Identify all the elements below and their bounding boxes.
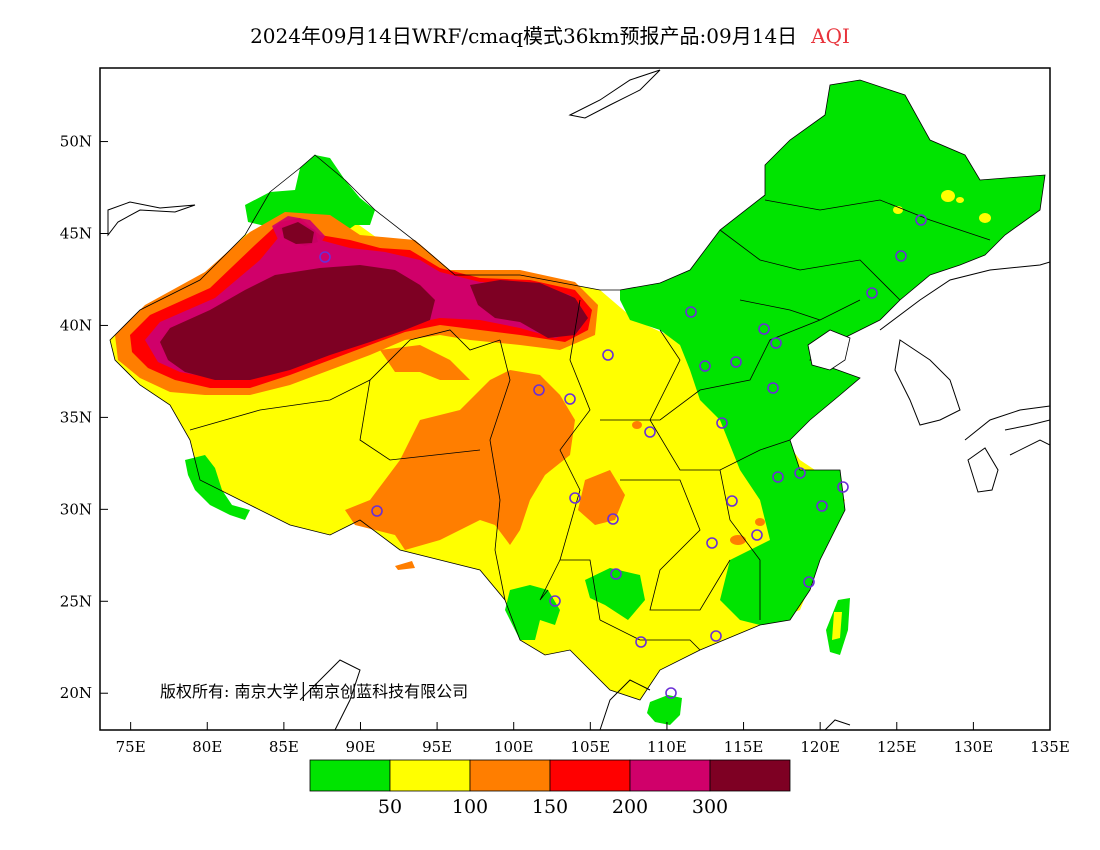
province-borders [109, 79, 1046, 701]
y-tick-label: 25N [60, 592, 92, 610]
station-marker [569, 492, 581, 504]
legend-swatch [549, 759, 631, 792]
aqi-region-good-xinjiang-north [245, 155, 375, 236]
x-tick-label: 90E [345, 738, 375, 756]
aqi-region-good-yunnan [505, 585, 560, 640]
x-tick-label: 115E [724, 738, 764, 756]
x-tick-label: 75E [116, 738, 146, 756]
station-marker [716, 417, 728, 429]
x-tick-label: 95E [422, 738, 452, 756]
x-tick-label: 110E [647, 738, 687, 756]
station-marker [895, 250, 907, 262]
station-marker [758, 323, 770, 335]
aqi-region-usg-sichuan [578, 470, 625, 525]
legend-threshold-label: 100 [452, 796, 488, 818]
station-marker [699, 360, 711, 372]
map-title: 2024年09月14日WRF/cmaq模式36km预报产品:09月14日 AQI [0, 20, 1100, 49]
aqi-region-good-southwest [585, 568, 645, 620]
copyright-text: 版权所有: 南京大学│南京创蓝科技有限公司 [160, 681, 468, 701]
x-tick-label: 105E [571, 738, 611, 756]
aqi-region-hazardous-tarim [160, 265, 435, 380]
station-marker [635, 636, 647, 648]
station-marker [371, 505, 383, 517]
station-marker [866, 287, 878, 299]
station-marker [767, 382, 779, 394]
x-tick-label: 85E [269, 738, 299, 756]
station-marker [610, 568, 622, 580]
station-marker [549, 595, 561, 607]
x-tick-label: 120E [800, 738, 840, 756]
aqi-region-hazardous-alxa [470, 280, 588, 338]
station-marker [706, 537, 718, 549]
station-marker [816, 500, 828, 512]
bohai-sea [807, 329, 851, 371]
legend-swatch [709, 759, 791, 792]
y-tick-label: 20N [60, 684, 92, 702]
aqi-region-hazardous-junggar-core [282, 222, 314, 244]
station-marker [751, 529, 763, 541]
aqi-spot-moderate [941, 190, 955, 202]
legend-swatch [629, 759, 711, 792]
x-tick-label: 135E [1030, 738, 1070, 756]
station-marker [730, 356, 742, 368]
station-marker [915, 214, 927, 226]
legend-threshold-label: 300 [692, 796, 728, 818]
station-marker [685, 306, 697, 318]
legend-threshold-label: 200 [612, 796, 648, 818]
station-marker [772, 471, 784, 483]
station-marker [710, 630, 722, 642]
aqi-spot-usg [755, 518, 765, 526]
legend-threshold-label: 150 [532, 796, 568, 818]
legend-swatch [469, 759, 551, 792]
station-marker [602, 349, 614, 361]
aqi-spot-moderate [956, 197, 964, 203]
aqi-region-good-tibet-west [185, 455, 250, 520]
legend-swatch [309, 759, 391, 792]
aqi-region-moderate-taiwan [832, 612, 842, 640]
aqi-region-good-hainan [647, 695, 682, 725]
aqi-region-good-northeast [620, 80, 1045, 625]
coastlines [107, 69, 1050, 730]
y-tick-label: 45N [60, 225, 92, 243]
station-marker [607, 513, 619, 525]
x-tick-label: 80E [192, 738, 222, 756]
aqi-spot-moderate [979, 213, 991, 223]
station-marker [644, 426, 656, 438]
aqi-spot-usg [730, 535, 746, 545]
aqi-spot-usg [395, 561, 415, 570]
monitoring-stations [319, 214, 927, 699]
y-axis: 50N 45N 40N 35N 30N 25N 20N [60, 133, 108, 702]
y-tick-label: 40N [60, 316, 92, 334]
station-marker [564, 393, 576, 405]
aqi-legend: 50 100 150 200 300 [309, 759, 791, 818]
station-marker [803, 576, 815, 588]
aqi-region-usg-qinghai [380, 345, 470, 380]
aqi-region-usg-main [345, 370, 575, 550]
station-marker [319, 251, 331, 263]
legend-threshold-label: 50 [378, 796, 402, 818]
map-area: 版权所有: 南京大学│南京创蓝科技有限公司 [107, 69, 1050, 730]
title-text: 2024年09月14日WRF/cmaq模式36km预报产品:09月14日 [250, 24, 798, 48]
x-tick-label: 130E [954, 738, 994, 756]
station-marker [665, 687, 677, 699]
y-tick-label: 35N [60, 408, 92, 426]
y-tick-label: 30N [60, 500, 92, 518]
x-tick-label: 100E [494, 738, 534, 756]
variable-name: AQI [811, 24, 850, 48]
y-tick-label: 50N [60, 133, 92, 151]
station-marker [726, 495, 738, 507]
station-marker [794, 467, 806, 479]
aqi-spot-usg [632, 421, 642, 429]
station-marker [837, 481, 849, 493]
x-axis: 75E 80E 85E 90E 95E 100E 105E 110E 115E 120E 125E 1… [116, 722, 1070, 756]
station-marker [533, 384, 545, 396]
map-frame [99, 67, 1051, 731]
legend-swatch [389, 759, 471, 792]
station-marker [770, 337, 782, 349]
x-tick-label: 125E [877, 738, 917, 756]
